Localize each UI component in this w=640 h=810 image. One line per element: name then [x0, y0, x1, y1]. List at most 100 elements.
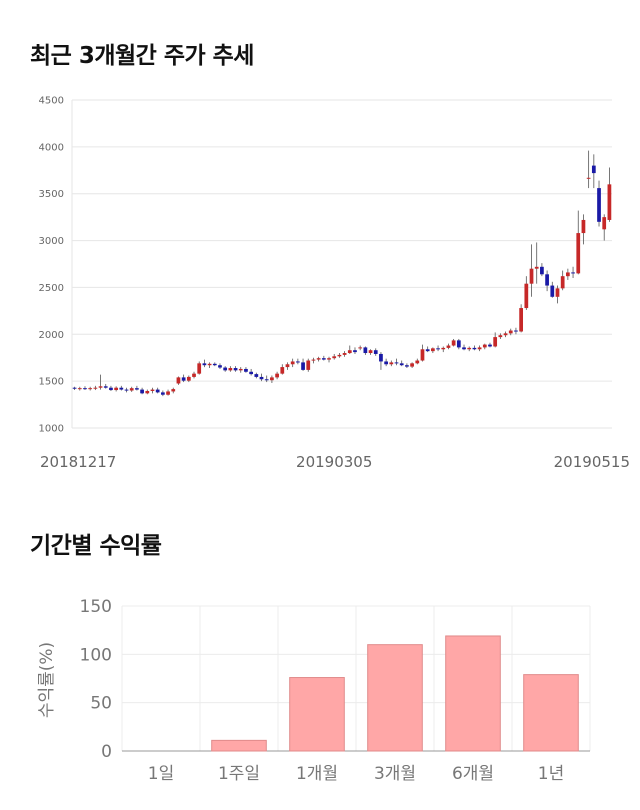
candle-body-up: [555, 288, 560, 297]
price-y-tick-label: 4500: [39, 96, 64, 107]
candle-body-down: [295, 361, 300, 363]
candle-body-down: [373, 350, 378, 354]
candle-body-up: [285, 364, 290, 368]
candle: [135, 385, 139, 391]
candle-body-up: [114, 387, 119, 391]
returns-chart-title: 기간별 수익률: [30, 533, 162, 559]
returns-bar: [289, 677, 345, 752]
candle-body-down: [124, 389, 129, 391]
candle-body-up: [316, 358, 321, 360]
candle: [373, 348, 378, 356]
candle-body-up: [306, 360, 311, 370]
candle-body-down: [425, 349, 430, 352]
candle: [586, 150, 591, 189]
price-y-tick-label: 1000: [39, 424, 64, 435]
candle: [306, 358, 311, 372]
candle: [405, 363, 409, 369]
candle: [88, 386, 93, 391]
candle-body-up: [420, 349, 425, 361]
candle: [420, 344, 425, 362]
price-y-tick-label: 1500: [39, 377, 64, 388]
candle: [233, 366, 238, 372]
candle: [540, 263, 544, 277]
price-x-tick-label: 20190515: [554, 453, 630, 471]
candle: [290, 358, 295, 368]
price-y-tick-label: 3000: [39, 236, 64, 247]
candle-body-up: [586, 177, 591, 179]
candle: [181, 374, 186, 383]
candle-body-up: [493, 337, 498, 347]
candle: [275, 371, 279, 380]
price-chart-grid: [71, 99, 612, 429]
candle: [186, 375, 191, 383]
candle: [576, 210, 581, 275]
candle-body-down: [550, 285, 555, 297]
returns-chart-bars: [211, 635, 579, 752]
candle-body-up: [332, 356, 337, 359]
candle: [93, 385, 98, 391]
candle-body-down: [301, 362, 305, 370]
candle: [477, 345, 482, 352]
candle-body-up: [607, 184, 612, 220]
candle-body-down: [249, 371, 254, 375]
returns-x-tick-label: 1일: [148, 764, 174, 784]
candle-body-up: [238, 368, 243, 371]
candle-body-up: [498, 335, 503, 338]
candle-body-down: [202, 363, 207, 366]
candle: [197, 361, 202, 375]
candle-body-up: [508, 330, 513, 334]
candle: [244, 367, 248, 373]
candle: [301, 358, 305, 371]
returns-y-tick-label: 0: [101, 742, 112, 762]
candle-body-down: [218, 365, 222, 368]
candle: [337, 353, 342, 358]
returns-y-tick-label: 150: [80, 597, 112, 617]
candle-body-up: [358, 347, 363, 349]
candle-body-up: [482, 344, 487, 348]
candle: [571, 266, 575, 279]
price-chart-x-axis: 20181217 20190305 20190515: [40, 453, 630, 471]
candle-body-down: [394, 362, 399, 364]
candle-body-up: [410, 363, 414, 367]
candle-body-down: [321, 358, 326, 360]
candle-body-down: [405, 365, 409, 367]
candle: [212, 362, 217, 367]
candle-body-up: [93, 387, 98, 389]
returns-x-tick-label: 1개월: [296, 764, 338, 784]
candle: [430, 347, 435, 354]
candle: [482, 343, 487, 350]
returns-x-tick-label: 6개월: [452, 764, 494, 784]
candle-body-down: [119, 387, 124, 390]
candle: [508, 328, 513, 336]
returns-x-tick-label: 1주일: [218, 764, 260, 784]
candle-body-down: [597, 188, 601, 222]
returns-bar: [211, 739, 267, 752]
candle-body-down: [514, 330, 518, 332]
candle: [451, 338, 456, 347]
candle-body-up: [197, 363, 202, 374]
candle-body-up: [347, 350, 352, 354]
candle-body-up: [389, 362, 394, 365]
candle-body-down: [181, 377, 186, 381]
candle: [129, 386, 134, 392]
candle-body-up: [524, 283, 529, 309]
candle: [171, 387, 176, 394]
candle: [415, 358, 420, 365]
candle-body-up: [275, 373, 279, 378]
candle-body-up: [503, 333, 508, 336]
candle: [514, 327, 518, 335]
candle: [394, 358, 399, 366]
candle-body-down: [591, 165, 596, 174]
candle-body-up: [451, 340, 456, 346]
candle: [119, 385, 124, 391]
candle: [280, 364, 285, 375]
candle-body-up: [519, 308, 524, 332]
candle: [72, 386, 77, 391]
candle-body-down: [135, 388, 139, 390]
candle: [379, 352, 383, 370]
candle: [83, 386, 87, 391]
candle-body-up: [446, 345, 451, 348]
candle: [166, 389, 170, 396]
candle-body-up: [145, 390, 150, 394]
price-chart: 1000 1500 2000 2500 3000 3500 4000 4500 2018121…: [39, 96, 630, 472]
